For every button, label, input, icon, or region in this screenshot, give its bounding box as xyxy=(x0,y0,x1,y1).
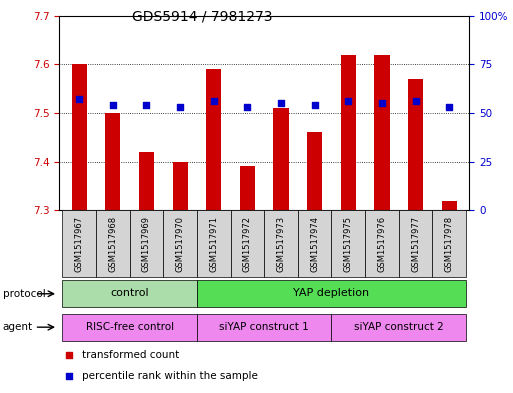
FancyBboxPatch shape xyxy=(331,210,365,277)
Bar xyxy=(105,113,121,210)
Text: GSM1517978: GSM1517978 xyxy=(445,216,453,272)
Text: GSM1517968: GSM1517968 xyxy=(108,216,117,272)
Bar xyxy=(206,69,221,210)
Point xyxy=(142,102,150,108)
Text: GSM1517970: GSM1517970 xyxy=(175,216,185,272)
Point xyxy=(310,102,319,108)
Point xyxy=(65,373,73,379)
FancyBboxPatch shape xyxy=(63,210,96,277)
FancyBboxPatch shape xyxy=(63,280,197,307)
FancyBboxPatch shape xyxy=(331,314,466,341)
Point xyxy=(344,98,352,105)
Bar xyxy=(172,162,188,210)
Bar xyxy=(442,200,457,210)
FancyBboxPatch shape xyxy=(399,210,432,277)
Text: transformed count: transformed count xyxy=(82,351,179,360)
FancyBboxPatch shape xyxy=(197,210,230,277)
Text: GSM1517969: GSM1517969 xyxy=(142,216,151,272)
Point xyxy=(65,352,73,358)
Text: agent: agent xyxy=(3,322,33,332)
Point xyxy=(277,100,285,107)
Point xyxy=(445,104,453,110)
Bar xyxy=(307,132,322,210)
Text: GSM1517973: GSM1517973 xyxy=(277,216,286,272)
Text: GSM1517977: GSM1517977 xyxy=(411,216,420,272)
Text: YAP depletion: YAP depletion xyxy=(293,288,369,298)
Text: percentile rank within the sample: percentile rank within the sample xyxy=(82,371,258,381)
Text: GDS5914 / 7981273: GDS5914 / 7981273 xyxy=(132,10,273,24)
Bar xyxy=(341,55,356,210)
Point xyxy=(75,96,83,103)
Point xyxy=(176,104,184,110)
FancyBboxPatch shape xyxy=(264,210,298,277)
FancyBboxPatch shape xyxy=(163,210,197,277)
Text: RISC-free control: RISC-free control xyxy=(86,321,174,332)
FancyBboxPatch shape xyxy=(197,314,331,341)
Text: control: control xyxy=(110,288,149,298)
FancyBboxPatch shape xyxy=(96,210,130,277)
FancyBboxPatch shape xyxy=(432,210,466,277)
Text: GSM1517974: GSM1517974 xyxy=(310,216,319,272)
Point xyxy=(243,104,251,110)
Bar xyxy=(374,55,389,210)
Bar xyxy=(72,64,87,210)
Bar xyxy=(240,167,255,210)
Text: GSM1517967: GSM1517967 xyxy=(75,216,84,272)
FancyBboxPatch shape xyxy=(197,280,466,307)
Bar xyxy=(408,79,423,210)
Point xyxy=(378,100,386,107)
Text: GSM1517972: GSM1517972 xyxy=(243,216,252,272)
FancyBboxPatch shape xyxy=(63,314,197,341)
Text: GSM1517975: GSM1517975 xyxy=(344,216,353,272)
FancyBboxPatch shape xyxy=(365,210,399,277)
FancyBboxPatch shape xyxy=(230,210,264,277)
Text: GSM1517971: GSM1517971 xyxy=(209,216,218,272)
Point xyxy=(210,98,218,105)
FancyBboxPatch shape xyxy=(130,210,163,277)
Text: siYAP construct 2: siYAP construct 2 xyxy=(354,321,444,332)
Text: protocol: protocol xyxy=(3,289,45,299)
FancyBboxPatch shape xyxy=(298,210,331,277)
Text: siYAP construct 1: siYAP construct 1 xyxy=(220,321,309,332)
Point xyxy=(411,98,420,105)
Bar xyxy=(273,108,289,210)
Text: GSM1517976: GSM1517976 xyxy=(378,216,386,272)
Point xyxy=(109,102,117,108)
Bar xyxy=(139,152,154,210)
